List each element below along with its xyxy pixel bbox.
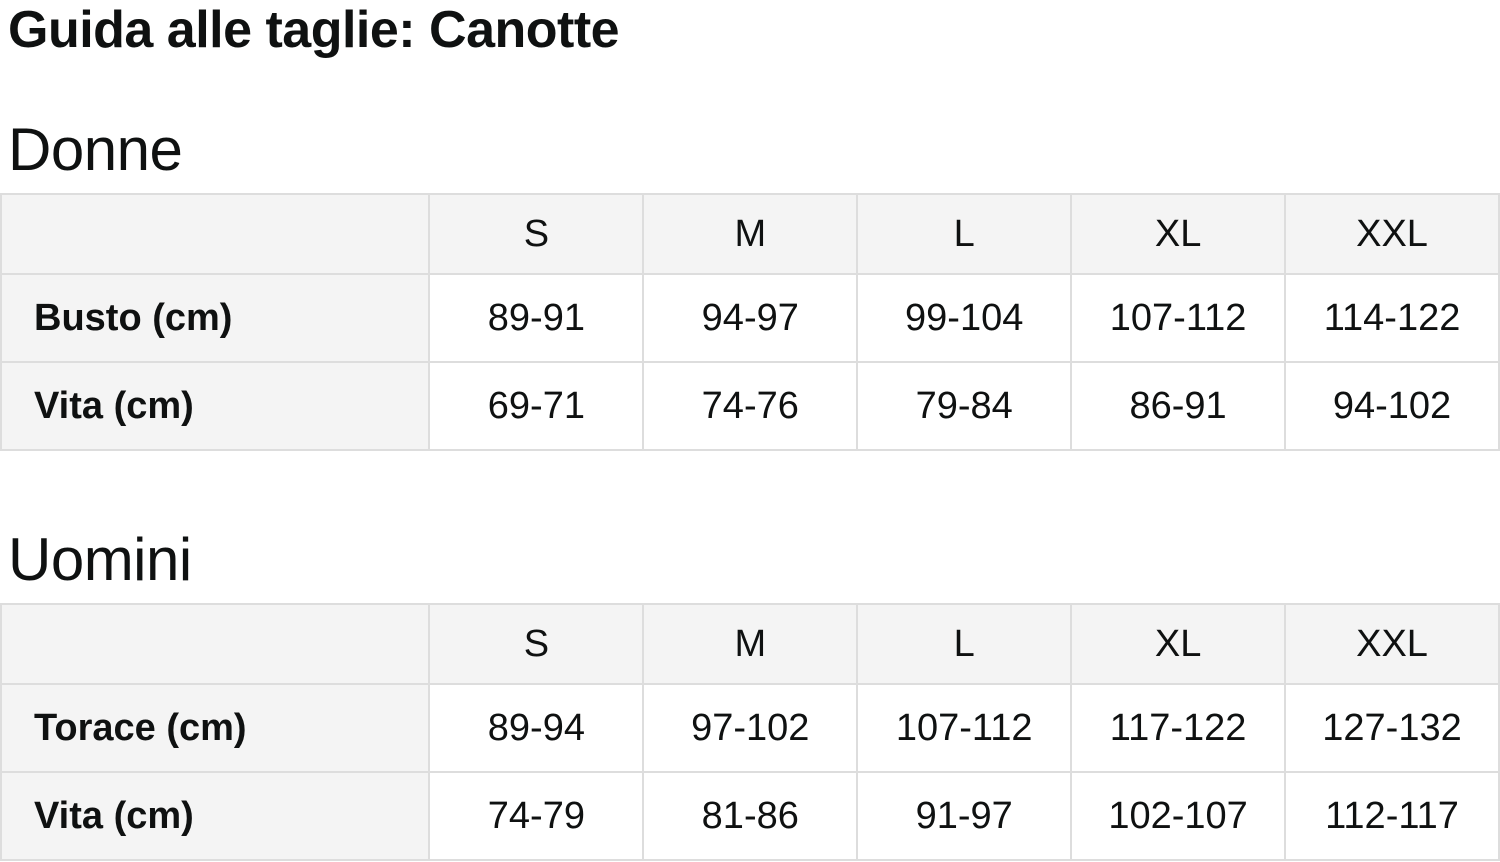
column-header-xl: XL [1070,603,1287,686]
row-label-waist: Vita (cm) [0,361,431,452]
size-cell: 94-102 [1284,361,1500,452]
section-women: Donne S M L XL XXL Busto (cm) 89-91 [0,116,1500,452]
page-title: Guida alle taglie: Canotte [8,1,620,59]
size-table-men: S M L XL XXL Torace (cm) 89-94 97-102 10… [0,603,1500,862]
size-cell: 107-112 [1070,273,1287,364]
row-label-bust: Busto (cm) [0,273,431,364]
size-cell: 117-122 [1070,683,1287,774]
size-cell: 81-86 [642,771,859,862]
size-cell: 114-122 [1284,273,1500,364]
row-label-waist: Vita (cm) [0,771,431,862]
column-header-xxl: XXL [1284,193,1500,276]
size-cell: 86-91 [1070,361,1287,452]
size-cell: 94-97 [642,273,859,364]
size-cell: 89-94 [428,683,645,774]
row-label-chest: Torace (cm) [0,683,431,774]
size-cell: 107-112 [856,683,1073,774]
size-cell: 74-79 [428,771,645,862]
column-header-s: S [428,193,645,276]
column-header-m: M [642,193,859,276]
table-header-row: S M L XL XXL [0,603,1500,686]
column-header-blank [0,193,431,276]
size-table-women: S M L XL XXL Busto (cm) 89-91 94-97 99-1… [0,193,1500,452]
section-men: Uomini S M L XL XXL Torace (cm) 89-94 [0,526,1500,862]
column-header-xxl: XXL [1284,603,1500,686]
size-cell: 112-117 [1284,771,1500,862]
size-cell: 74-76 [642,361,859,452]
column-header-l: L [856,603,1073,686]
column-header-xl: XL [1070,193,1287,276]
column-header-blank [0,603,431,686]
table-row-chest: Torace (cm) 89-94 97-102 107-112 117-122… [0,683,1500,774]
size-cell: 127-132 [1284,683,1500,774]
size-cell: 99-104 [856,273,1073,364]
table-row-waist: Vita (cm) 74-79 81-86 91-97 102-107 112-… [0,771,1500,862]
size-cell: 91-97 [856,771,1073,862]
size-cell: 69-71 [428,361,645,452]
column-header-l: L [856,193,1073,276]
table-header-row: S M L XL XXL [0,193,1500,276]
table-row-bust: Busto (cm) 89-91 94-97 99-104 107-112 11… [0,273,1500,364]
section-heading-men: Uomini [8,526,192,594]
column-header-s: S [428,603,645,686]
size-cell: 97-102 [642,683,859,774]
size-cell: 79-84 [856,361,1073,452]
section-heading-women: Donne [8,116,183,184]
size-cell: 89-91 [428,273,645,364]
size-cell: 102-107 [1070,771,1287,862]
column-header-m: M [642,603,859,686]
table-row-waist: Vita (cm) 69-71 74-76 79-84 86-91 94-102 [0,361,1500,452]
